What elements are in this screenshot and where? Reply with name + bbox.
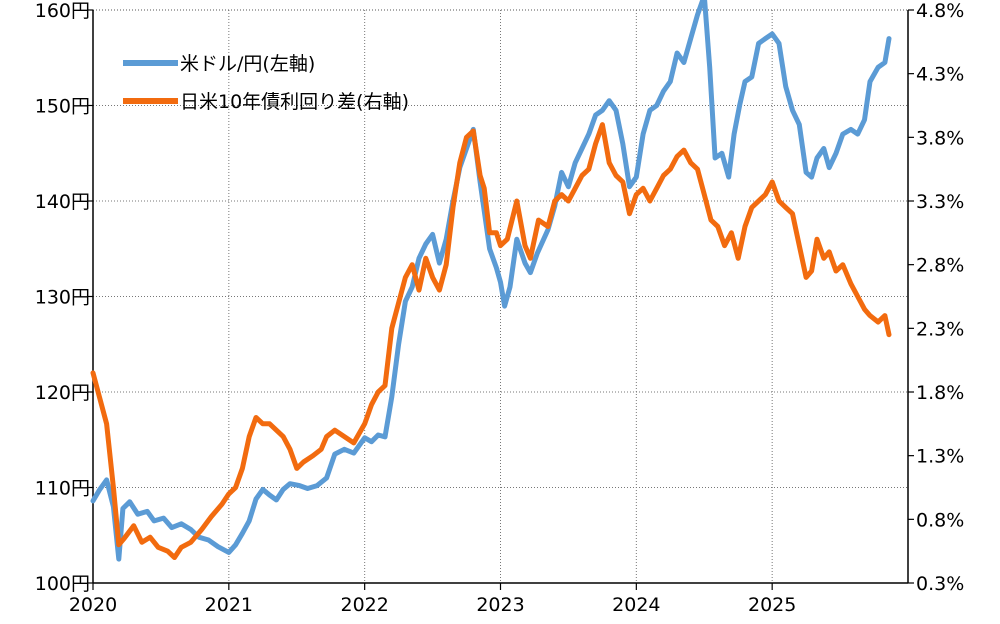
y-left-tick-label: 100円 [35,573,90,595]
legend: 米ドル/円(左軸) 日米10年債利回り差(右軸) [123,53,409,113]
x-tick-label: 2020 [69,594,117,616]
y-left-tick-label: 110円 [35,478,90,500]
legend-item-yield-spread-label: 日米10年債利回り差(右軸) [180,91,409,113]
plot-area [90,0,909,584]
y-left-tick-label: 160円 [35,0,90,22]
series-lines [90,0,892,562]
y-left-tick-label: 130円 [35,287,90,309]
legend-item-usd-jpy-label: 米ドル/円(左軸) [180,53,315,75]
y-left-tick-label: 120円 [35,382,90,404]
y-right-tick-label: 4.8% [916,0,964,22]
x-tick-label: 2025 [748,594,796,616]
y-right-tick-label: 4.3% [916,64,964,86]
y-right-tick-label: 2.8% [916,255,964,277]
y-right-tick-label: 1.8% [916,382,964,404]
y-right-tick-label: 2.3% [916,318,964,340]
y-right-tick-labels: 0.3% 0.8% 1.3% 1.8% 2.3% 2.8% 3.3% 3.8% 4.3% 4.8% [908,0,964,595]
y-right-tick-label: 0.8% [916,509,964,531]
x-tick-labels: 2020 2021 2022 2023 2024 2025 [69,583,796,616]
horizontal-gridlines [93,105,908,488]
x-tick-label: 2021 [205,594,253,616]
y-right-tick-label: 3.8% [916,127,964,149]
y-right-tick-label: 1.3% [916,446,964,468]
y-right-tick-label: 3.3% [916,191,964,213]
y-left-tick-label: 140円 [35,191,90,213]
yield-spread-line [90,122,892,560]
x-tick-label: 2022 [340,594,388,616]
x-tick-label: 2023 [476,594,524,616]
usd-jpy-line [90,0,892,562]
x-tick-label: 2024 [612,594,660,616]
y-left-tick-labels: 100円 110円 120円 130円 140円 150円 160円 [35,0,93,595]
y-left-tick-label: 150円 [35,96,90,118]
y-right-tick-label: 0.3% [916,573,964,595]
